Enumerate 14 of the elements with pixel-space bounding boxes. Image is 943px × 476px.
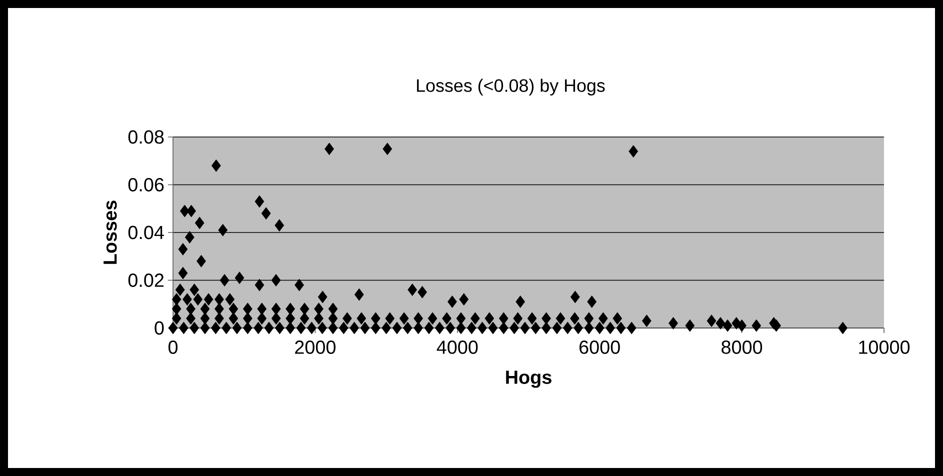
- x-axis-title: Hogs: [506, 370, 552, 388]
- x-tick-label: 0: [168, 340, 178, 354]
- x-tick-label: 4000: [436, 340, 478, 354]
- y-tick-label: 0.04: [128, 226, 164, 240]
- y-axis-title: Losses: [104, 200, 117, 264]
- x-tick-label: 6000: [580, 340, 620, 354]
- x-tick-label: 8000: [722, 340, 762, 354]
- y-tick-label: 0.06: [128, 178, 164, 192]
- y-tick-label: 0.02: [128, 274, 164, 287]
- x-tick-label: 10000: [859, 340, 910, 354]
- chart-title: Losses (<0.08) by Hogs: [417, 78, 605, 96]
- y-tick-label: 0.08: [128, 130, 164, 144]
- y-tick-label: 0: [154, 321, 164, 335]
- x-tick-label: 2000: [295, 340, 336, 354]
